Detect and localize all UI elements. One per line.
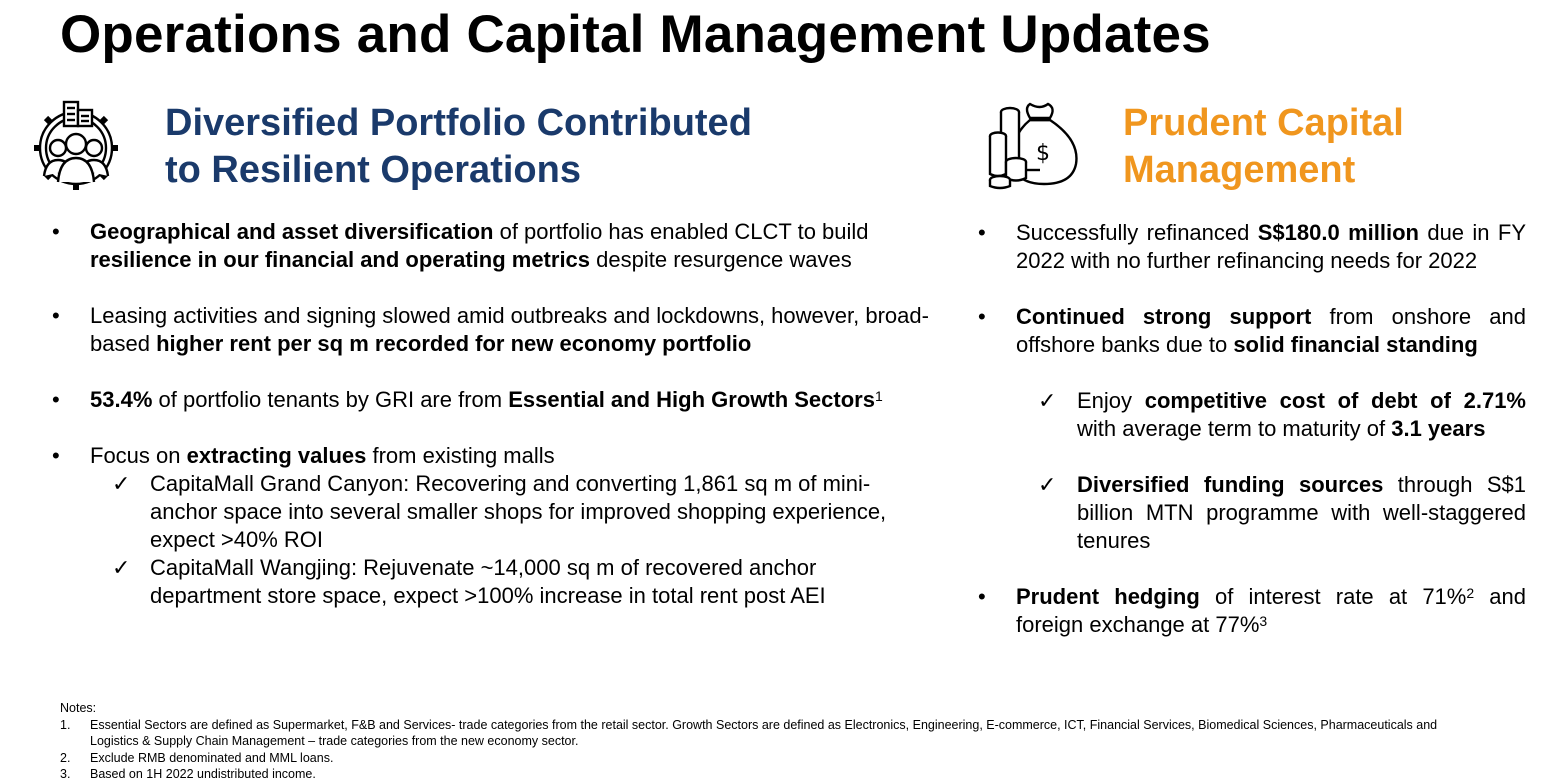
text-bold: resilience in our financial and operatin… [90, 247, 591, 272]
footnote-2: 2. Exclude RMB denominated and MML loans… [60, 750, 1460, 767]
text: CapitaMall Wangjing: Rejuvenate ~14,000 … [150, 555, 826, 608]
left-heading-line2: to Resilient Operations [165, 149, 581, 191]
footnote-3: 3. Based on 1H 2022 undistributed income… [60, 766, 1460, 783]
text: and foreign exchange at 77% [1016, 584, 1527, 637]
left-bullet-2: • Leasing activities and signing slowed … [52, 302, 932, 358]
bullet-icon: • [52, 443, 60, 468]
bullet-icon: • [978, 304, 986, 329]
bullet-icon: • [978, 220, 986, 245]
footnote-ref: 1 [874, 388, 883, 404]
text-bold: Diversified funding sources [1077, 472, 1384, 497]
bullet-icon: • [52, 303, 60, 328]
left-sub-bullet-1: ✓ CapitaMall Grand Canyon: Recovering an… [52, 470, 932, 554]
right-sub-bullet-1: ✓ Enjoy competitive cost of debt of 2.71… [978, 387, 1526, 443]
left-bullet-3: • 53.4% of portfolio tenants by GRI are … [52, 386, 932, 414]
text-bold: 53.4% [90, 387, 153, 412]
right-heading-line2: Management [1123, 149, 1356, 191]
right-bullet-1: • Successfully refinanced S$180.0 millio… [978, 219, 1526, 275]
checkmark-icon: ✓ [1038, 388, 1057, 413]
right-bullet-list: • Successfully refinanced S$180.0 millio… [978, 219, 1526, 639]
right-sub-bullet-2: ✓ Diversified funding sources through S$… [978, 471, 1526, 555]
bullet-icon: • [978, 584, 986, 609]
footnote-1: 1. Essential Sectors are defined as Supe… [60, 717, 1460, 750]
text-bold: Geographical and asset diversification [90, 219, 494, 244]
text: of interest rate at 71% [1199, 584, 1467, 609]
text: of portfolio has enabled CLCT to build [493, 219, 869, 244]
footnote-text: Essential Sectors are defined as Superma… [90, 717, 1438, 749]
right-bullet-2: • Continued strong support from onshore … [978, 303, 1526, 359]
text-bold: competitive cost of debt of 2.71% [1144, 388, 1526, 413]
notes-label: Notes: [60, 701, 97, 715]
footnote-number: 1. [60, 717, 71, 732]
text: despite resurgence waves [590, 247, 852, 272]
page-title: Operations and Capital Management Update… [60, 5, 1211, 64]
text: Focus on [90, 443, 187, 468]
left-heading-line1: Diversified Portfolio Contributed [165, 102, 752, 144]
text: from onshore and offshore banks due to [1016, 304, 1526, 357]
footnote-number: 3. [60, 767, 71, 781]
text: Successfully refinanced [1016, 220, 1258, 245]
right-heading-line1: Prudent Capital [1123, 102, 1404, 144]
text-bold: Essential and High Growth Sectors [508, 387, 875, 412]
checkmark-icon: ✓ [1038, 472, 1057, 497]
text: from existing malls [366, 443, 555, 468]
text: Leasing activities and signing slowed am… [90, 303, 929, 356]
people-buildings-gear-icon [34, 100, 118, 190]
left-heading: Diversified Portfolio Contributed to Res… [165, 100, 752, 194]
text-bold: extracting values [186, 443, 367, 468]
right-bullet-3: • Prudent hedging of interest rate at 71… [978, 583, 1526, 639]
bullet-icon: • [52, 219, 60, 244]
footnote-text: Based on 1H 2022 undistributed income. [90, 767, 316, 781]
text-bold: Prudent hedging [1016, 584, 1200, 609]
text-bold: Continued strong support [1016, 304, 1312, 329]
text-bold: 3.1 years [1391, 416, 1486, 441]
text: due in FY 2022 with no further refinanci… [1016, 220, 1527, 273]
svg-text:$: $ [1036, 141, 1050, 166]
text: with average term to maturity of [1077, 416, 1392, 441]
text: of portfolio tenants by GRI are from [152, 387, 509, 412]
footnotes: Notes: 1. Essential Sectors are defined … [60, 700, 1460, 783]
checkmark-icon: ✓ [112, 471, 131, 496]
bullet-icon: • [52, 387, 60, 412]
footnote-number: 2. [60, 750, 71, 765]
money-bag-coins-icon: $ [988, 102, 1078, 190]
text: Enjoy [1077, 388, 1145, 413]
footnote-text: Exclude RMB denominated and MML loans. [90, 750, 334, 765]
text-bold: S$180.0 million [1257, 220, 1419, 245]
text-bold: higher rent per sq m recorded for new ec… [156, 331, 752, 356]
text-bold: solid financial standing [1233, 332, 1478, 357]
left-bullet-list: • Geographical and asset diversification… [52, 218, 932, 610]
footnote-ref: 2 [1466, 585, 1475, 601]
text: through S$1 billion MTN programme with w… [1077, 472, 1526, 553]
left-bullet-4: • Focus on extracting values from existi… [52, 442, 932, 470]
left-bullet-1: • Geographical and asset diversification… [52, 218, 932, 274]
left-sub-bullet-2: ✓ CapitaMall Wangjing: Rejuvenate ~14,00… [52, 554, 932, 610]
footnote-ref: 3 [1259, 613, 1268, 629]
right-heading: Prudent Capital Management [1123, 100, 1404, 194]
text: CapitaMall Grand Canyon: Recovering and … [150, 471, 887, 552]
checkmark-icon: ✓ [112, 555, 131, 580]
